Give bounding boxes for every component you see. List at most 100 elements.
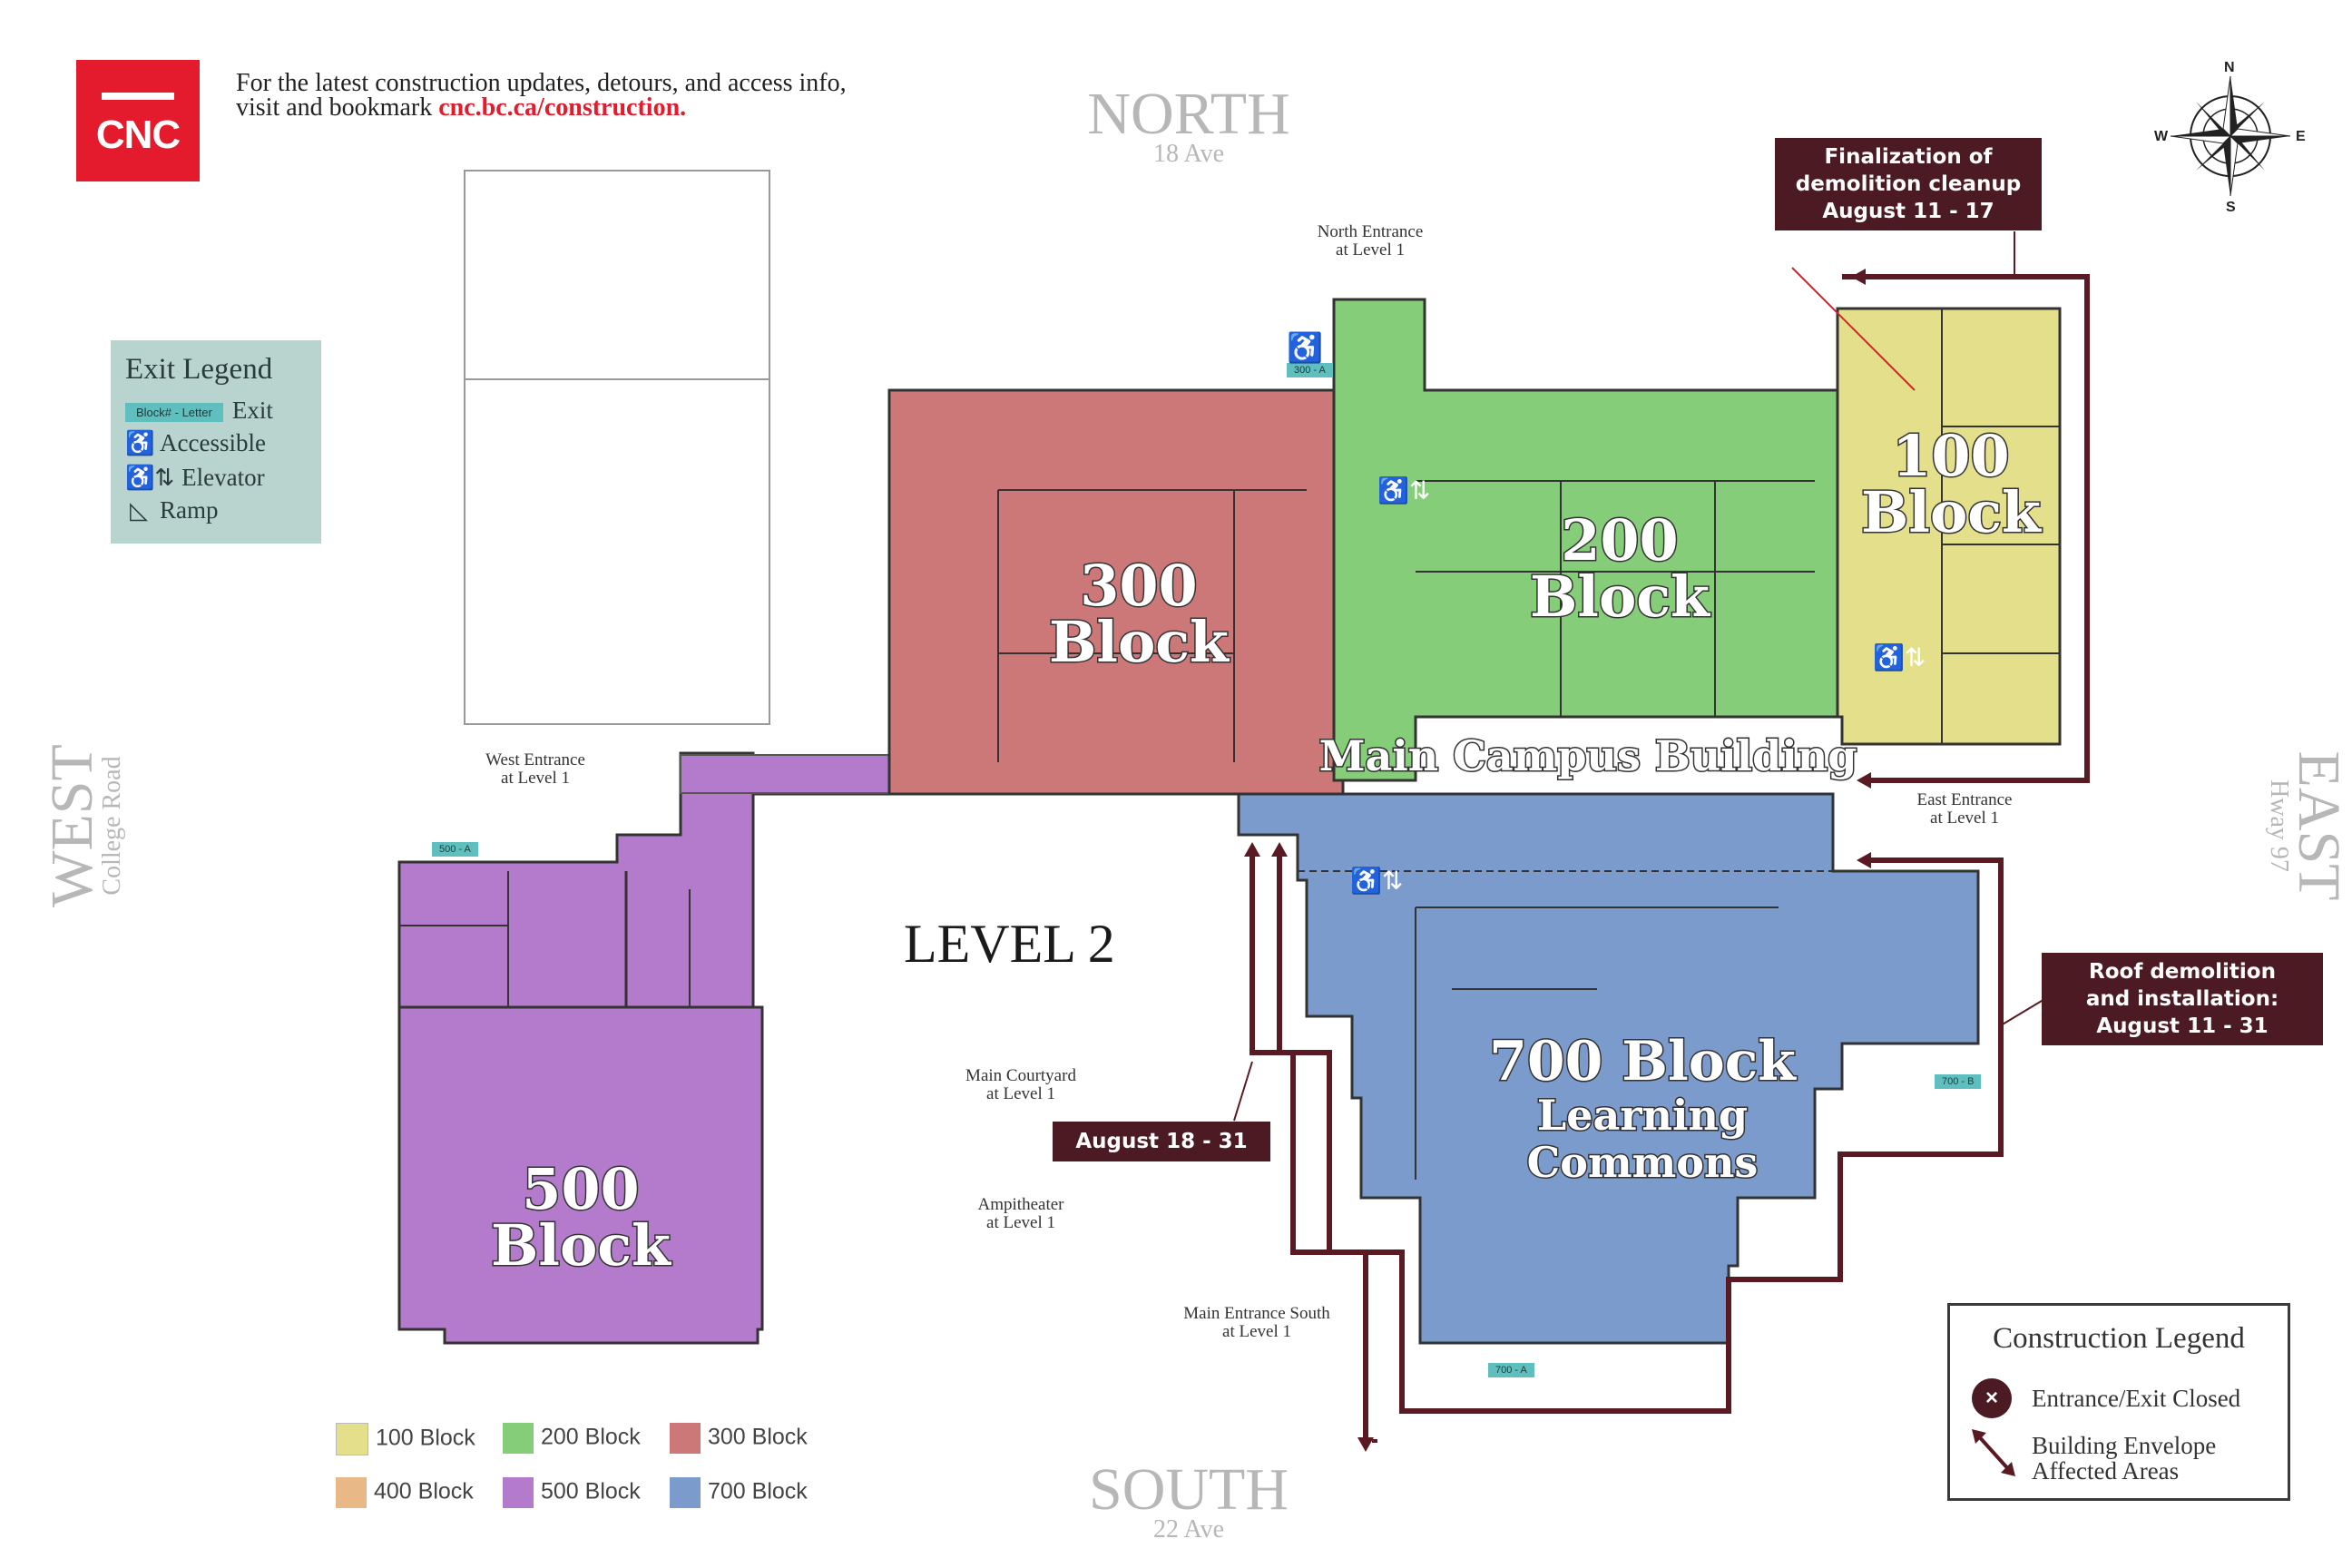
compass-e: E	[2296, 129, 2306, 144]
exit-legend-title: Exit Legend	[125, 353, 273, 386]
header-line-2: visit and bookmark cnc.bc.ca/constructio…	[236, 93, 980, 122]
courtyard-line1: Main Courtyard	[965, 1066, 1076, 1085]
accessible-label: Accessible	[160, 429, 266, 456]
west-entrance-label: West Entrance at Level 1	[458, 751, 612, 788]
callout-finalization: Finalization of demolition cleanup Augus…	[1775, 138, 2042, 230]
east-label: EAST	[2286, 750, 2352, 901]
block-300-word: Block	[1047, 609, 1230, 675]
arrowhead	[1357, 1437, 1374, 1452]
compass-s: S	[2226, 200, 2236, 215]
header-notice: For the latest construction updates, det…	[236, 69, 980, 122]
route-august	[1250, 853, 1368, 1443]
legend-row-accessible: ♿ Accessible	[125, 429, 266, 457]
block-700-sub1: Learning	[1535, 1091, 1749, 1140]
construction-link[interactable]: cnc.bc.ca/construction.	[438, 93, 687, 122]
south-entrance-line2: at Level 1	[1222, 1322, 1291, 1341]
south-entrance-label: Main Entrance South at Level 1	[1161, 1305, 1352, 1341]
west-entrance-line2: at Level 1	[501, 769, 570, 788]
callout-finalization-line3: August 11 - 17	[1822, 200, 1994, 223]
elevator-label: Elevator	[181, 464, 265, 491]
block-500-number: 500	[521, 1156, 641, 1222]
envelope-label-2: Affected Areas	[2032, 1457, 2180, 1485]
logo-text: CNC	[95, 113, 181, 157]
construction-legend: Construction Legend × Entrance/Exit Clos…	[1947, 1303, 2290, 1501]
construction-legend-title: Construction Legend	[1993, 1322, 2245, 1355]
route-finalization	[1842, 274, 2090, 783]
legend-label-700: 700 Block	[708, 1478, 808, 1504]
unlabeled-building-outline	[464, 170, 770, 725]
arrowhead	[1857, 772, 1871, 789]
elevator-icon: ♿⇅	[1350, 867, 1404, 895]
arrowhead	[1851, 269, 1866, 285]
block-100-word: Block	[1859, 479, 2042, 545]
exit-chip: Block# - Letter	[125, 403, 223, 423]
south-entrance-line1: Main Entrance South	[1183, 1304, 1330, 1323]
main-building-label: Main Campus Building	[1318, 731, 1858, 780]
wheelchair-icon: ♿	[1287, 331, 1323, 364]
swatch-100	[336, 1423, 368, 1455]
arrowhead	[1244, 842, 1260, 857]
block-700-number: 700 Block	[1488, 1030, 1798, 1093]
exit-legend: Exit Legend Block# - Letter Exit ♿ Accessi…	[111, 340, 321, 544]
courtyard-label: Main Courtyard at Level 1	[944, 1067, 1098, 1103]
compass-n: N	[2224, 60, 2235, 75]
callout-finalization-line1: Finalization of	[1824, 145, 1993, 169]
legend-label-500: 500 Block	[541, 1478, 641, 1504]
callout-roof: Roof demolition and installation: August…	[2042, 953, 2323, 1045]
block-500-label: 500 Block	[463, 1156, 699, 1279]
amphitheater-line2: at Level 1	[986, 1213, 1055, 1232]
legend-label-400: 400 Block	[374, 1478, 474, 1504]
north-entrance-label: North Entrance at Level 1	[1289, 223, 1452, 260]
block-100-area	[1836, 307, 2062, 746]
exit-label: Exit	[231, 397, 273, 424]
exit-tag-700b: 700 - B	[1935, 1074, 1982, 1089]
east-entrance-label: East Entrance at Level 1	[1892, 791, 2037, 828]
swatch-700	[670, 1477, 701, 1508]
exit-tag-500a: 500 - A	[432, 842, 478, 857]
arrowhead	[1271, 842, 1288, 857]
callout-roof-line2: and installation:	[2085, 987, 2279, 1011]
west-street: College Road	[98, 756, 126, 896]
legend-item-200: 200 Block	[503, 1423, 641, 1454]
east-street: Hway 97	[2265, 779, 2293, 872]
north-label: NORTH	[1087, 81, 1290, 147]
legend-item-300: 300 Block	[670, 1423, 808, 1454]
block-300-number: 300	[1079, 553, 1199, 619]
block-100-label: 100 Block	[1833, 426, 2069, 545]
swatch-300	[670, 1423, 701, 1454]
ramp-label: Ramp	[160, 496, 219, 524]
west-label-group: WEST College Road	[39, 671, 154, 980]
callout-august: August 18 - 31	[1053, 1122, 1270, 1161]
ramp-icon: ◺	[130, 497, 148, 524]
closed-label: Entrance/Exit Closed	[2032, 1385, 2241, 1412]
callout-leader	[1233, 1061, 1253, 1122]
legend-row-ramp: ◺ Ramp	[125, 496, 219, 524]
north-entrance-line2: at Level 1	[1336, 240, 1405, 260]
legend-row-elevator: ♿⇅ Elevator	[125, 464, 265, 492]
wheelchair-icon: ♿	[125, 430, 155, 456]
cnc-logo[interactable]: CNC	[76, 60, 200, 181]
legend-item-500: 500 Block	[503, 1477, 641, 1508]
header-line-2-prefix: visit and bookmark	[236, 93, 439, 122]
block-500-word: Block	[489, 1212, 671, 1279]
envelope-label-1: Building Envelope	[2032, 1432, 2217, 1459]
header-line-1: For the latest construction updates, det…	[236, 69, 847, 97]
compass-rose-icon	[2170, 75, 2291, 197]
south-street: 22 Ave	[1152, 1515, 1225, 1544]
exit-tag-700a: 700 - A	[1488, 1363, 1534, 1377]
swatch-200	[503, 1423, 534, 1454]
block-200-word: Block	[1528, 564, 1710, 630]
swatch-500	[503, 1477, 534, 1508]
legend-row-exit: Block# - Letter Exit	[125, 397, 273, 425]
callout-roof-line3: August 11 - 31	[2096, 1014, 2269, 1038]
amphitheater-line1: Ampitheater	[977, 1195, 1064, 1214]
legend-label-200: 200 Block	[541, 1424, 641, 1450]
block-700-sub2: Commons	[1525, 1138, 1759, 1187]
legend-item-100: 100 Block	[336, 1423, 475, 1455]
callout-finalization-line2: demolition cleanup	[1795, 172, 2022, 196]
east-entrance-line1: East Entrance	[1916, 790, 2013, 809]
legend-label-300: 300 Block	[708, 1424, 808, 1450]
east-label-group: EAST Hway 97	[2237, 671, 2352, 980]
route-roof	[1277, 853, 2004, 1414]
east-entrance-line2: at Level 1	[1930, 808, 1999, 828]
